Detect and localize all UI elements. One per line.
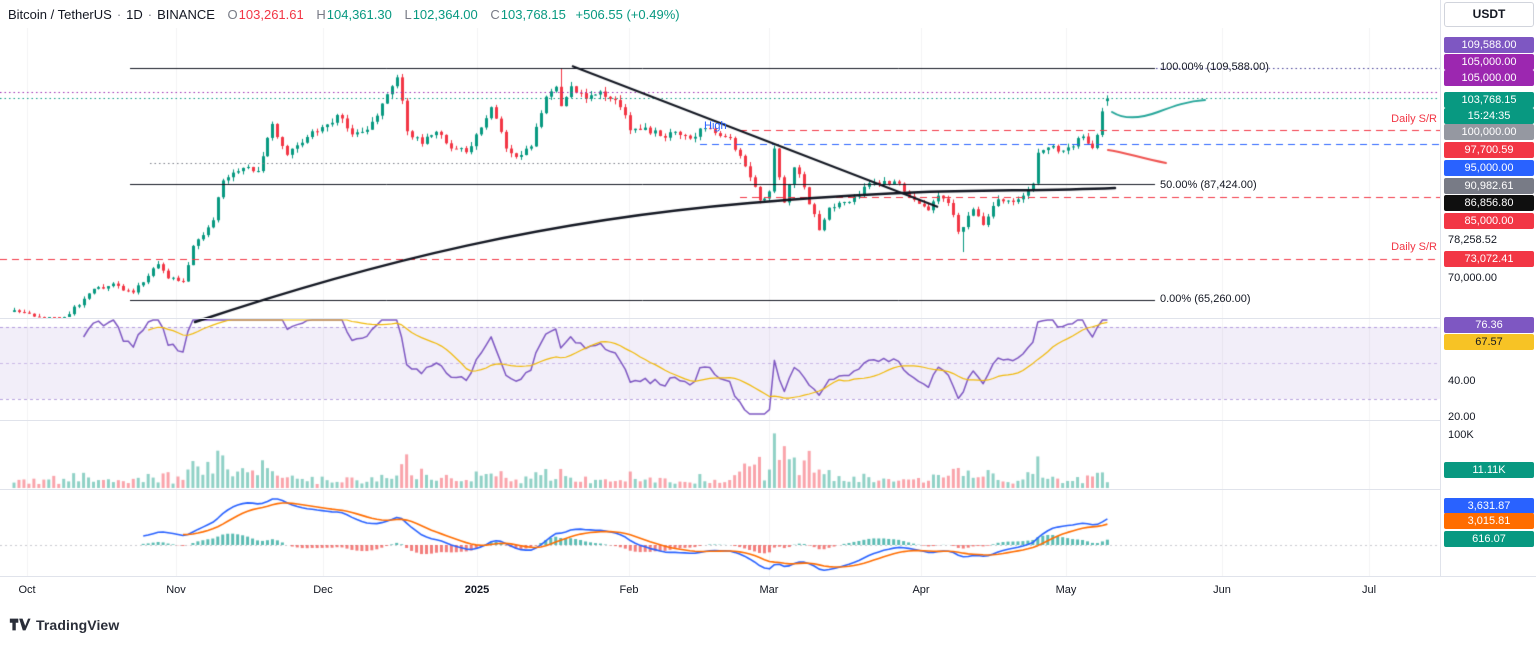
tradingview-logo-link[interactable]: TradingView <box>9 616 119 633</box>
pane-separator-price-rsi[interactable] <box>0 318 1536 319</box>
level-100000: 100,000.00 <box>1444 124 1534 140</box>
time-axis-label-may: May <box>1055 584 1077 596</box>
alert-price-105000-b: 105,000.00 <box>1444 70 1534 86</box>
pane-separator-volume-macd[interactable] <box>0 489 1536 490</box>
macd-signal-value: 3,015.81 <box>1444 513 1534 529</box>
sr-97700: 97,700.59 <box>1444 142 1534 158</box>
rsi-value: 76.36 <box>1444 317 1534 333</box>
price-axis[interactable]: 109,588.00 105,000.00 105,000.00 103,768.15… <box>1440 0 1536 576</box>
time-axis-label-dec: Dec <box>313 584 333 596</box>
time-axis[interactable]: Oct Nov Dec 2025 Feb Mar Apr May Jun Jul <box>0 577 1536 607</box>
rsi-grid-20: 20.00 <box>1448 411 1476 423</box>
time-axis-label-mar: Mar <box>759 584 779 596</box>
timeframe-label[interactable]: 1D <box>126 7 143 22</box>
close-label: C <box>490 7 500 22</box>
alert-price-109588: 109,588.00 <box>1444 37 1534 53</box>
time-axis-label-2025: 2025 <box>464 584 490 596</box>
sr-85000: 85,000.00 <box>1444 213 1534 229</box>
candle-countdown: 15:24:35 <box>1444 108 1534 124</box>
close-value: 103,768.15 <box>500 7 566 22</box>
currency-toggle-button[interactable]: USDT <box>1444 2 1534 27</box>
change-value: +506.55 (+0.49%) <box>575 7 680 22</box>
title-separator: · <box>116 7 122 22</box>
open-value: 103,261.61 <box>238 7 304 22</box>
macd-value: 3,631.87 <box>1444 498 1534 514</box>
title-separator: · <box>147 7 153 22</box>
volume-value: 11.11K <box>1444 462 1534 478</box>
tradingview-logo-text: TradingView <box>36 616 120 633</box>
rsi-grid-40: 40.00 <box>1448 375 1476 387</box>
pane-separator-macd-timeaxis <box>0 576 1536 577</box>
grid-70000: 70,000.00 <box>1448 272 1497 284</box>
time-axis-label-jun: Jun <box>1213 584 1231 596</box>
alert-price-105000-a: 105,000.00 <box>1444 54 1534 70</box>
volume-grid-100k: 100K <box>1448 429 1474 441</box>
grid-78258: 78,258.52 <box>1448 234 1497 246</box>
time-axis-label-apr: Apr <box>912 584 930 596</box>
exchange-label[interactable]: BINANCE <box>157 7 215 22</box>
chart-canvas[interactable] <box>0 28 1440 576</box>
time-axis-label-nov: Nov <box>166 584 186 596</box>
symbol-title[interactable]: Bitcoin / TetherUS <box>8 7 112 22</box>
sr-73072: 73,072.41 <box>1444 251 1534 267</box>
high-label: H <box>316 7 326 22</box>
rsi-ma-value: 67.57 <box>1444 334 1534 350</box>
time-axis-label-oct: Oct <box>18 584 36 596</box>
time-axis-label-jul: Jul <box>1361 584 1377 596</box>
low-value: 102,364.00 <box>412 7 478 22</box>
high-value: 104,361.30 <box>326 7 392 22</box>
chart-legend: Bitcoin / TetherUS · 1D · BINANCE O103,261.6… <box>8 7 680 22</box>
level-86856: 86,856.80 <box>1444 195 1534 211</box>
tradingview-logo-icon <box>9 618 31 631</box>
level-95000: 95,000.00 <box>1444 160 1534 176</box>
open-label: O <box>227 7 238 22</box>
macd-hist-value: 616.07 <box>1444 531 1534 547</box>
level-90982: 90,982.61 <box>1444 178 1534 194</box>
pane-separator-rsi-volume[interactable] <box>0 420 1536 421</box>
low-label: L <box>404 7 412 22</box>
time-axis-label-feb: Feb <box>619 584 639 596</box>
current-price-label: 103,768.15 <box>1444 92 1534 108</box>
